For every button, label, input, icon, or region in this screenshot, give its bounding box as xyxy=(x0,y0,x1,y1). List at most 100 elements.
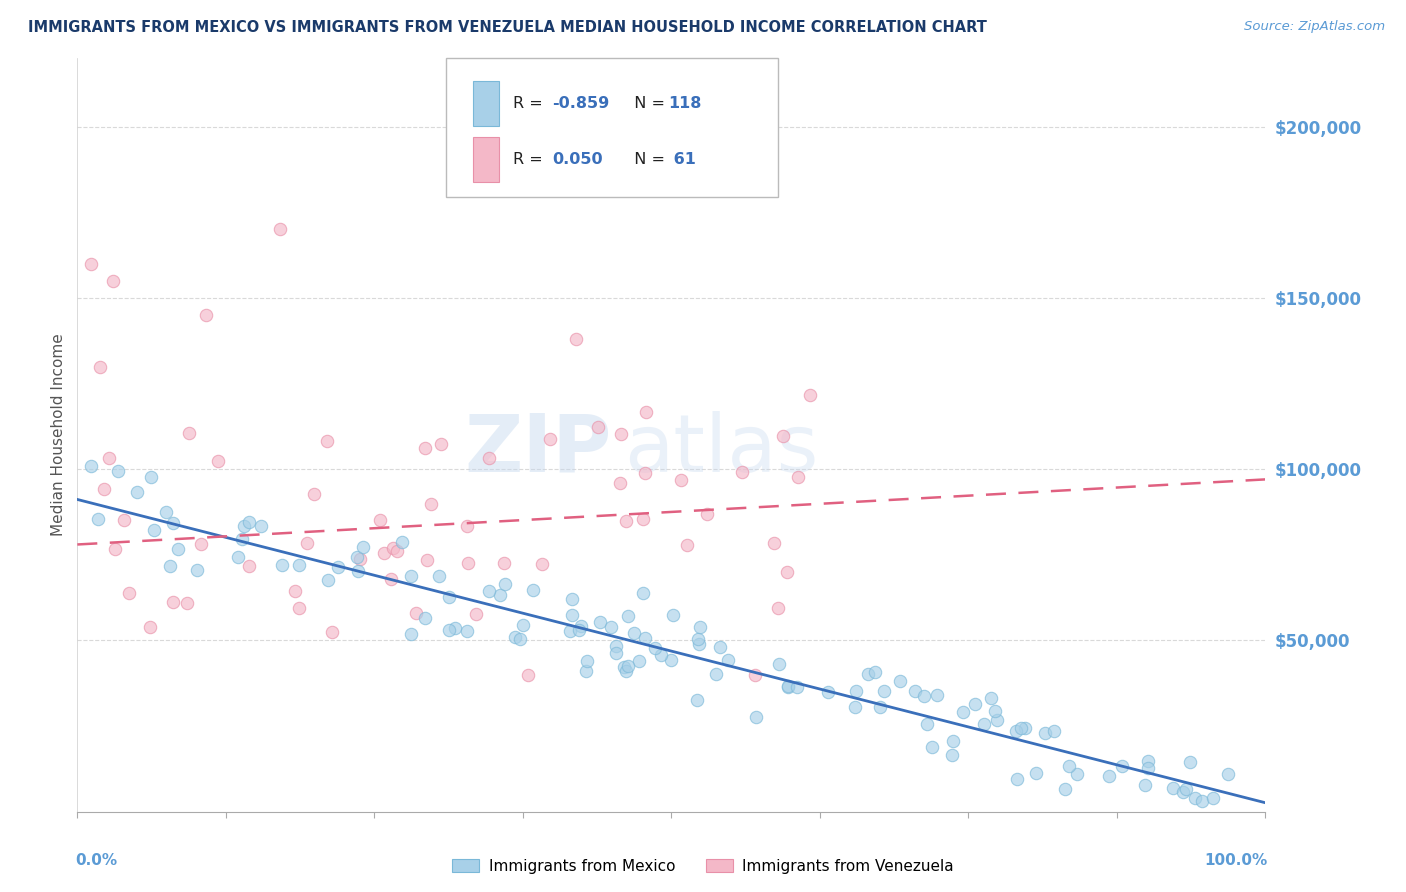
Point xyxy=(1066,767,1088,781)
Point xyxy=(650,648,672,662)
Point xyxy=(631,585,654,599)
Point xyxy=(686,632,709,646)
Point xyxy=(633,512,655,526)
Point xyxy=(176,596,198,610)
Point xyxy=(509,632,531,646)
Point xyxy=(437,590,460,604)
Point xyxy=(762,536,785,550)
Point xyxy=(1111,758,1133,772)
Point xyxy=(382,541,405,555)
Point xyxy=(399,627,422,641)
Point xyxy=(686,693,709,707)
Text: N =: N = xyxy=(624,95,671,111)
Point xyxy=(492,556,515,570)
Point xyxy=(1171,785,1194,799)
Point xyxy=(228,550,250,565)
FancyBboxPatch shape xyxy=(472,80,499,126)
Point xyxy=(1005,723,1028,738)
Point xyxy=(634,631,657,645)
Point xyxy=(873,684,896,698)
Point xyxy=(845,683,868,698)
Point xyxy=(634,404,657,418)
Point xyxy=(288,601,311,615)
Point xyxy=(503,630,526,644)
Point xyxy=(869,700,891,714)
Point xyxy=(373,546,395,560)
Point xyxy=(86,512,108,526)
Point xyxy=(413,441,436,455)
Point xyxy=(125,484,148,499)
Point xyxy=(142,523,165,537)
Point xyxy=(456,624,478,638)
Point xyxy=(413,611,436,625)
Point xyxy=(103,274,125,288)
Point xyxy=(576,654,599,668)
FancyBboxPatch shape xyxy=(472,137,499,182)
Point xyxy=(659,653,682,667)
Point xyxy=(661,608,683,623)
Point xyxy=(190,536,212,550)
Point xyxy=(271,558,294,572)
Text: 0.0%: 0.0% xyxy=(75,853,117,868)
Point xyxy=(346,564,368,578)
Point xyxy=(844,699,866,714)
Point xyxy=(288,558,311,572)
Point xyxy=(231,532,253,546)
Point xyxy=(139,470,162,484)
Point xyxy=(478,583,501,598)
Point xyxy=(617,608,640,623)
Point xyxy=(233,518,256,533)
Point xyxy=(963,697,986,711)
Point xyxy=(799,388,821,402)
Point xyxy=(766,601,789,615)
Point xyxy=(93,482,115,496)
Point xyxy=(167,541,190,556)
Point xyxy=(617,658,640,673)
FancyBboxPatch shape xyxy=(446,58,779,197)
Point xyxy=(588,420,610,434)
Point xyxy=(644,641,666,656)
Point xyxy=(107,465,129,479)
Point xyxy=(921,740,943,755)
Point xyxy=(984,704,1007,718)
Point xyxy=(368,513,391,527)
Point xyxy=(465,607,488,621)
Point xyxy=(942,733,965,747)
Point xyxy=(1035,726,1057,740)
Point xyxy=(380,572,402,586)
Point xyxy=(558,624,581,638)
Point xyxy=(1005,772,1028,787)
Point xyxy=(427,569,450,583)
Point xyxy=(186,563,208,577)
Text: 0.050: 0.050 xyxy=(553,153,603,167)
Text: IMMIGRANTS FROM MEXICO VS IMMIGRANTS FROM VENEZUELA MEDIAN HOUSEHOLD INCOME CORR: IMMIGRANTS FROM MEXICO VS IMMIGRANTS FRO… xyxy=(28,20,987,35)
Point xyxy=(776,679,799,693)
Point xyxy=(385,544,408,558)
Point xyxy=(575,664,598,678)
Point xyxy=(316,573,339,587)
Point xyxy=(478,451,501,466)
Point xyxy=(494,577,516,591)
Point xyxy=(1163,780,1185,795)
Point xyxy=(717,653,740,667)
Point xyxy=(609,427,631,442)
Point xyxy=(614,664,637,678)
Point xyxy=(302,487,325,501)
Point xyxy=(980,691,1002,706)
Point xyxy=(321,624,343,639)
Point xyxy=(588,615,610,629)
Point xyxy=(269,222,291,236)
Point xyxy=(352,540,374,554)
Point xyxy=(856,667,879,681)
Point xyxy=(731,465,754,479)
Point xyxy=(249,518,271,533)
Point xyxy=(415,553,437,567)
Text: 118: 118 xyxy=(668,95,702,111)
Point xyxy=(1178,755,1201,769)
Point xyxy=(538,432,561,446)
Point xyxy=(863,665,886,679)
Point xyxy=(613,660,636,674)
Point xyxy=(457,556,479,570)
Point xyxy=(391,534,413,549)
Text: 61: 61 xyxy=(668,153,696,167)
